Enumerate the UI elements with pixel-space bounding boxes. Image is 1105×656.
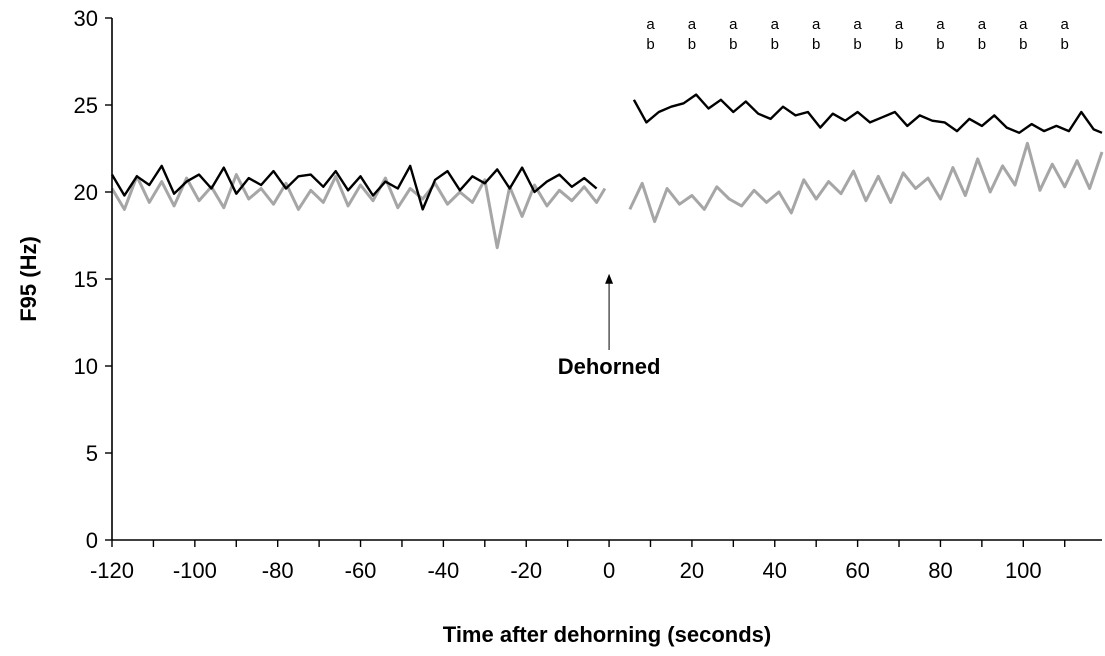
significance-letter: b (688, 36, 696, 53)
significance-letter: a (1061, 16, 1070, 33)
series-line-2 (628, 141, 1104, 224)
significance-letter: a (688, 16, 697, 33)
x-tick-label: -20 (510, 558, 542, 583)
x-tick-label: 100 (1005, 558, 1042, 583)
y-tick-label: 20 (74, 180, 98, 205)
x-tick-label: -100 (173, 558, 217, 583)
y-tick-label: 5 (86, 441, 98, 466)
x-tick-label: 60 (845, 558, 869, 583)
significance-letter: b (853, 36, 861, 53)
significance-letter: b (978, 36, 986, 53)
significance-letter: a (1019, 16, 1028, 33)
y-tick-label: 25 (74, 93, 98, 118)
x-tick-label: 0 (603, 558, 615, 583)
series-line-2 (110, 173, 607, 250)
significance-letter: b (729, 36, 737, 53)
dehorned-arrow-head (605, 273, 614, 284)
y-tick-label: 15 (74, 267, 98, 292)
x-tick-label: -80 (262, 558, 294, 583)
x-axis-title: Time after dehorning (seconds) (443, 622, 771, 647)
significance-letter: b (646, 36, 654, 53)
significance-letter: b (895, 36, 903, 53)
significance-letter: a (771, 16, 780, 33)
y-tick-label: 10 (74, 354, 98, 379)
series-layer (110, 93, 1104, 250)
significance-letter: b (771, 36, 779, 53)
significance-letter: b (812, 36, 820, 53)
y-tick-label: 0 (86, 528, 98, 553)
x-tick-label: -60 (345, 558, 377, 583)
significance-letter: b (1061, 36, 1069, 53)
significance-letter: a (978, 16, 987, 33)
significance-letter: a (812, 16, 821, 33)
significance-letter: a (853, 16, 862, 33)
significance-letter: b (936, 36, 944, 53)
dehorned-annotation: Dehorned (558, 273, 661, 379)
y-ticks: 0 5 10 15 20 25 30 (74, 6, 112, 553)
series-line-1 (632, 93, 1103, 135)
x-tick-label: 40 (763, 558, 787, 583)
significance-letter: a (895, 16, 904, 33)
dehorned-label: Dehorned (558, 354, 661, 379)
significance-letter: a (729, 16, 738, 33)
x-ticks: -120 -100 -80 -60 -40 -20 0 20 40 60 80 100 (90, 540, 1066, 583)
y-tick-label: 30 (74, 6, 98, 31)
x-tick-label: -120 (90, 558, 134, 583)
series-line-1 (110, 164, 598, 211)
significance-letter: a (936, 16, 945, 33)
significance-letter: b (1019, 36, 1027, 53)
x-tick-label: 20 (680, 558, 704, 583)
x-tick-label: -40 (427, 558, 459, 583)
significance-letter: a (646, 16, 655, 33)
x-tick-label: 80 (928, 558, 952, 583)
y-axis-title: F95 (Hz) (16, 236, 41, 322)
